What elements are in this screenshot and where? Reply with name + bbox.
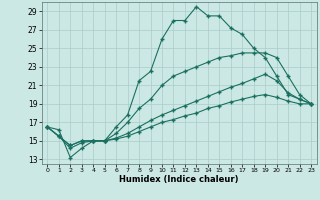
X-axis label: Humidex (Indice chaleur): Humidex (Indice chaleur) [119, 175, 239, 184]
